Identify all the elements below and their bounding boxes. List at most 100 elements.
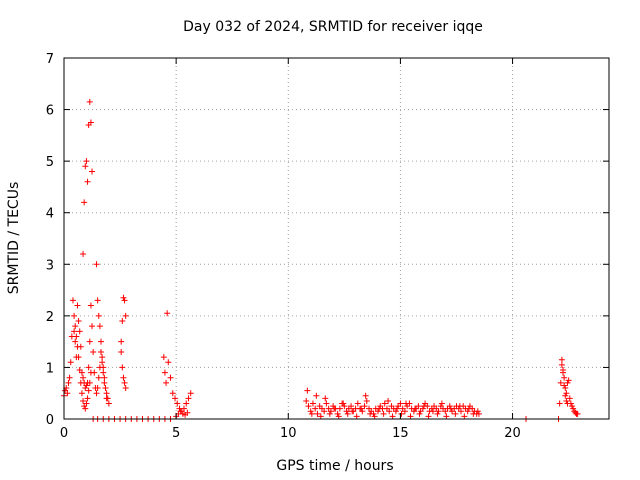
data-point <box>562 392 569 399</box>
data-point <box>564 379 571 386</box>
data-point <box>568 403 575 410</box>
data-point <box>75 318 82 325</box>
data-point <box>411 405 418 412</box>
data-point <box>420 403 427 410</box>
data-point <box>180 405 187 412</box>
data-point <box>160 354 167 361</box>
data-point <box>184 409 191 416</box>
data-point <box>89 168 96 175</box>
data-point <box>83 382 90 389</box>
data-point <box>362 392 369 399</box>
data-point <box>389 413 396 420</box>
data-point <box>120 294 127 301</box>
data-point <box>398 410 405 417</box>
data-point <box>557 379 564 386</box>
data-point <box>122 385 129 392</box>
data-point <box>86 338 93 345</box>
data-point <box>435 408 442 415</box>
data-point <box>334 410 341 417</box>
data-point <box>361 403 368 410</box>
data-point <box>385 397 392 404</box>
data-point <box>465 405 472 412</box>
y-tick-label: 2 <box>46 310 54 325</box>
data-point <box>341 403 348 410</box>
data-point <box>307 408 314 415</box>
data-point <box>403 400 410 407</box>
data-point <box>456 403 463 410</box>
data-point <box>558 356 565 363</box>
data-point <box>348 403 355 410</box>
data-point <box>335 413 342 420</box>
data-point <box>120 374 127 381</box>
data-point <box>416 410 423 417</box>
data-point <box>407 413 414 420</box>
y-tick-label: 7 <box>46 52 54 67</box>
data-point <box>102 385 109 392</box>
y-tick-label: 1 <box>46 361 54 376</box>
x-tick-label: 15 <box>392 426 409 441</box>
x-tick-label: 0 <box>60 426 68 441</box>
data-point <box>564 400 571 407</box>
data-point <box>80 374 87 381</box>
data-point <box>309 400 316 407</box>
data-point <box>99 359 106 366</box>
data-point <box>374 408 381 415</box>
data-point <box>327 408 334 415</box>
data-point <box>562 385 569 392</box>
data-point <box>67 359 74 366</box>
data-point <box>381 400 388 407</box>
data-point <box>89 323 96 330</box>
data-point <box>574 410 581 417</box>
data-point <box>87 119 94 126</box>
data-point <box>73 333 80 340</box>
data-point <box>331 405 338 412</box>
data-point <box>165 359 172 366</box>
data-point <box>99 354 106 361</box>
data-point <box>65 379 72 386</box>
x-axis-label: GPS time / hours <box>276 458 393 474</box>
data-point <box>457 408 464 415</box>
data-point <box>397 400 404 407</box>
data-point <box>69 297 76 304</box>
data-point <box>86 98 93 105</box>
data-point <box>386 408 393 415</box>
data-point <box>326 410 333 417</box>
data-point <box>95 312 102 319</box>
data-point <box>75 354 82 361</box>
data-point <box>323 400 330 407</box>
data-point <box>82 163 89 170</box>
data-point <box>118 338 125 345</box>
data-point <box>83 158 90 165</box>
data-point <box>93 390 100 397</box>
data-point <box>76 328 83 335</box>
data-point <box>169 390 176 397</box>
data-point <box>118 348 125 355</box>
data-point <box>96 323 103 330</box>
x-tick-label: 5 <box>172 426 180 441</box>
data-point <box>101 379 108 386</box>
data-point <box>447 405 454 412</box>
data-point <box>305 403 312 410</box>
data-point <box>570 405 577 412</box>
y-tick-label: 4 <box>46 207 54 222</box>
data-point <box>353 413 360 420</box>
data-point <box>100 364 107 371</box>
data-point <box>419 405 426 412</box>
data-point <box>80 250 87 257</box>
data-point <box>74 302 81 309</box>
data-point <box>313 392 320 399</box>
data-point <box>95 374 102 381</box>
data-point <box>438 400 445 407</box>
data-point <box>367 410 374 417</box>
data-point <box>561 382 568 389</box>
data-point <box>464 408 471 415</box>
data-point <box>566 395 573 402</box>
data-point <box>474 408 481 415</box>
data-point <box>380 410 387 417</box>
data-point <box>183 400 190 407</box>
chart-title: Day 032 of 2024, SRMTID for receiver iqq… <box>183 19 483 35</box>
data-point <box>434 410 441 417</box>
y-tick-label: 5 <box>46 155 54 170</box>
data-point <box>71 312 78 319</box>
data-point <box>561 374 568 381</box>
